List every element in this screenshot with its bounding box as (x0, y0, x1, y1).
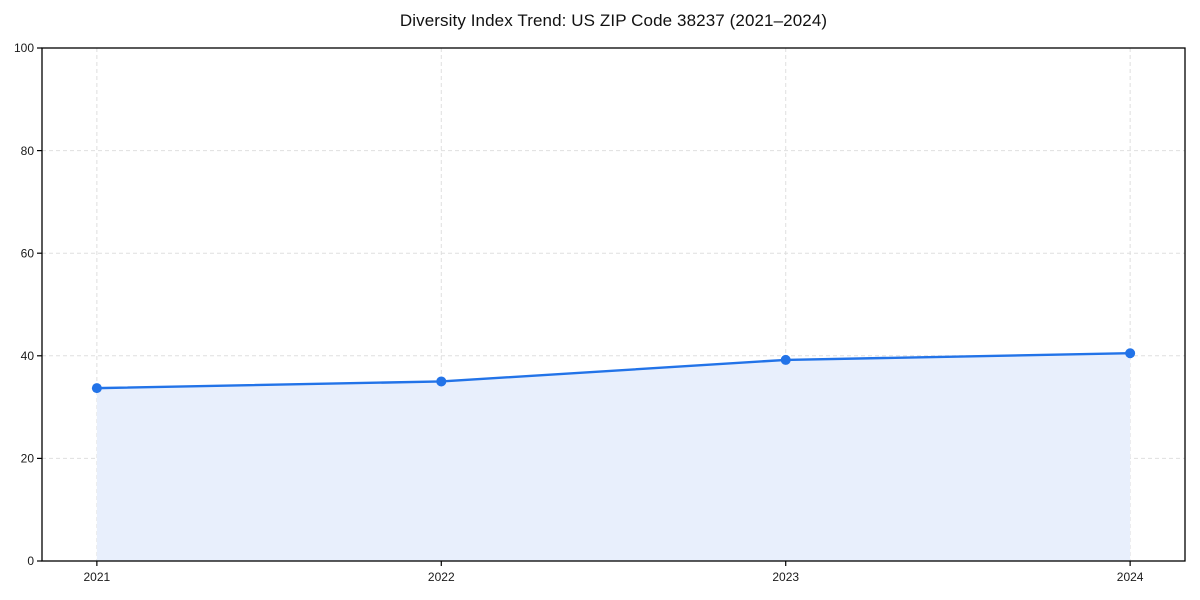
trend-line (95, 352, 1132, 390)
data-point (780, 354, 791, 365)
x-tick-label: 2021 (84, 570, 111, 584)
chart-title: Diversity Index Trend: US ZIP Code 38237… (399, 11, 828, 30)
x-tick-label: 2023 (772, 570, 799, 584)
y-tick-label: 20 (21, 452, 35, 466)
x-tick-label: 2022 (428, 570, 455, 584)
data-point (1125, 348, 1136, 359)
area-fill (96, 353, 1131, 561)
y-tick-label: 0 (27, 554, 34, 568)
data-point (436, 376, 447, 387)
axis-frame (41, 47, 1186, 562)
data-point (91, 383, 102, 394)
x-tick-label: 2024 (1117, 570, 1144, 584)
y-tick-label: 60 (21, 246, 35, 260)
y-tick-label: 40 (21, 349, 35, 363)
y-tick-label: 80 (21, 144, 35, 158)
y-tick-label: 100 (14, 41, 34, 55)
